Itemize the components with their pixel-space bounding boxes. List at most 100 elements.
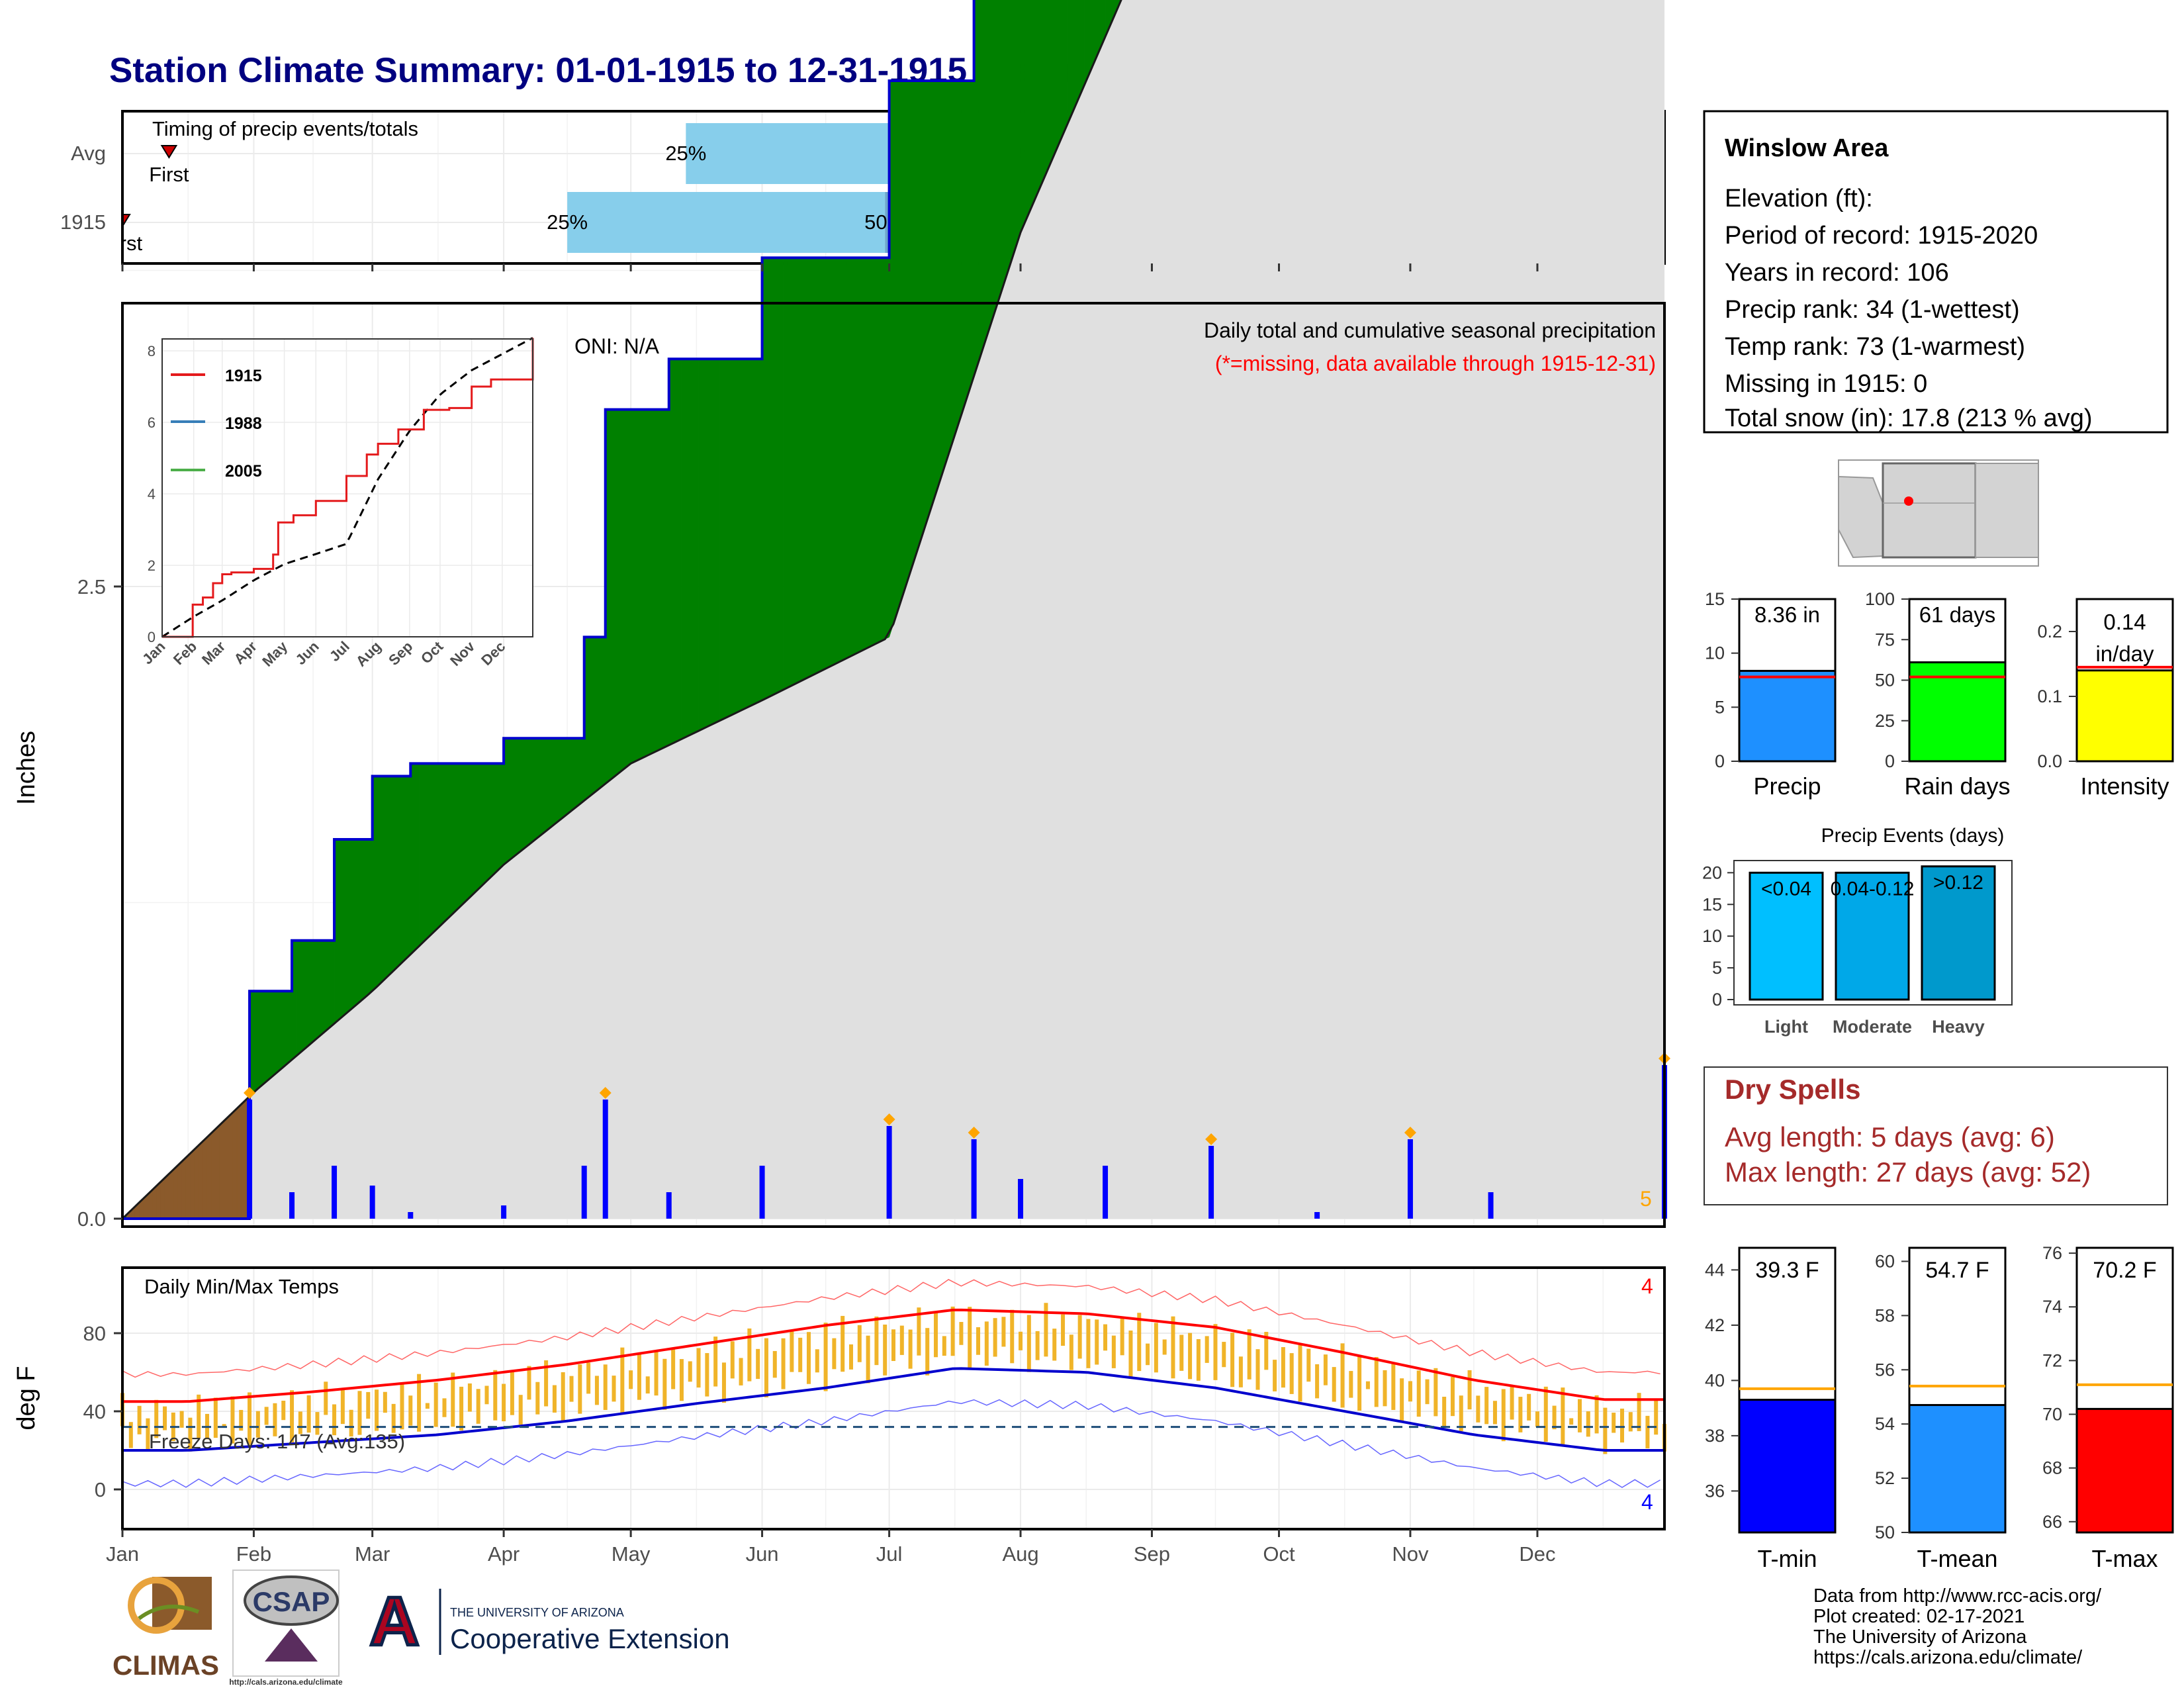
mini-value-2: 0.14 (2103, 610, 2146, 634)
ua-logo-letter: A (369, 1583, 419, 1660)
daily-temp-bar-211 (1010, 1309, 1015, 1364)
departure-area-day-42 (296, 940, 301, 1057)
daily-temp-bar-335 (1535, 1411, 1539, 1427)
departure-area-day-100 (541, 737, 547, 835)
departure-area-day-177 (868, 258, 873, 648)
daily-temp-bar-343 (1569, 1418, 1574, 1425)
mini-tick-1-2: 50 (1875, 671, 1895, 690)
daily-temp-bar-277 (1289, 1353, 1294, 1394)
daily-temp-bar-205 (984, 1321, 989, 1366)
daily-temp-bar-119 (620, 1347, 625, 1415)
departure-area-day-159 (792, 258, 797, 686)
departure-area-day-98 (533, 737, 538, 842)
departure-area-day-212 (1016, 0, 1021, 246)
record-min-line (122, 1399, 1661, 1488)
departure-area-day-150 (753, 358, 758, 705)
station-precip-rank: Precip rank: 34 (1-wettest) (1725, 296, 2020, 324)
temp-summary-value-0: 39.3 F (1755, 1258, 1819, 1283)
events-bar-1 (1835, 871, 1910, 1001)
temp-summary-label-0: T-min (1758, 1545, 1817, 1572)
departure-area-day-119 (622, 409, 627, 771)
departure-area-day-204 (982, 0, 987, 350)
daily-temp-bar-351 (1603, 1407, 1608, 1454)
month-label-10: Nov (1392, 1542, 1429, 1566)
departure-area-day-154 (770, 258, 776, 697)
daily-temp-bar-209 (1001, 1317, 1006, 1347)
departure-area-day-21 (206, 1132, 212, 1219)
inset-line-1915 (162, 338, 534, 638)
timing-p25-label-0: 25% (665, 142, 706, 165)
departure-area-day-16 (185, 1152, 191, 1219)
heavy-precip-marker-17 (1404, 1127, 1416, 1139)
daily-temp-bar-115 (603, 1364, 608, 1411)
daily-temp-bar-329 (1510, 1386, 1514, 1420)
departure-area-day-57 (359, 839, 365, 1003)
daily-temp-bar-319 (1467, 1370, 1472, 1410)
temp-summary-tick-2-1: 68 (2042, 1458, 2062, 1478)
departure-area-day-135 (690, 358, 695, 735)
daily-temp-bar-255 (1196, 1338, 1201, 1381)
dry-spells-avg: Avg length: 5 days (avg: 6) (1725, 1121, 2055, 1152)
departure-area-day-37 (275, 990, 280, 1075)
mini-tick-2-1: 0.1 (2037, 686, 2062, 706)
legend-1915: 1915 (225, 367, 262, 385)
daily-temp-bar-223 (1061, 1314, 1066, 1346)
daily-temp-bar-137 (696, 1348, 701, 1388)
departure-area-day-46 (312, 940, 318, 1043)
station-period: Period of record: 1915-2020 (1725, 222, 2038, 250)
daily-temp-bar-109 (578, 1364, 582, 1414)
departure-area-day-29 (240, 1100, 246, 1219)
departure-area-day-68 (406, 776, 411, 959)
daily-temp-bar-153 (764, 1338, 768, 1397)
events-bar-0 (1749, 871, 1824, 1001)
departure-area-day-164 (813, 258, 818, 676)
daily-temp-bar-169 (832, 1338, 837, 1370)
departure-area-day-162 (804, 258, 809, 680)
departure-area-day-48 (321, 940, 326, 1035)
daily-temp-bar-191 (925, 1328, 930, 1376)
daily-temp-bar-263 (1230, 1333, 1235, 1387)
daily-temp-bar-141 (713, 1336, 718, 1387)
daily-temp-bar-317 (1459, 1395, 1463, 1432)
daily-temp-bar-287 (1332, 1367, 1336, 1402)
inset-y-tick-3: 6 (148, 414, 156, 431)
daily-temp-bar-225 (1069, 1335, 1073, 1370)
departure-area-day-183 (893, 80, 898, 624)
timing-first-marker-0 (160, 145, 178, 159)
departure-area-day-155 (774, 258, 780, 694)
freeze-days-label: Freeze Days: 147 (Avg:135) (149, 1430, 405, 1453)
daily-temp-bar-27 (230, 1396, 235, 1444)
daily-temp-bar-131 (671, 1348, 676, 1389)
daily-temp-bar-247 (1162, 1339, 1167, 1355)
departure-area-day-198 (956, 80, 962, 429)
departure-area-day-214 (1024, 0, 1030, 223)
daily-temp-bar-271 (1264, 1332, 1269, 1370)
departure-area-day-86 (482, 763, 487, 886)
legend-2005: 2005 (225, 462, 262, 481)
daily-temp-bar-219 (1044, 1303, 1048, 1357)
departure-area-day-108 (575, 737, 580, 808)
departure-area-day-187 (910, 80, 915, 572)
departure-area-day-224 (1067, 0, 1072, 125)
month-label-11: Dec (1519, 1542, 1555, 1566)
oni-label: ONI: N/A (574, 334, 660, 358)
departure-area-day-14 (177, 1161, 182, 1219)
footer-line-university: The University of Arizona (1813, 1626, 2027, 1648)
daily-temp-bar-135 (688, 1361, 692, 1382)
departure-area-day-143 (723, 358, 729, 720)
departure-area-day-67 (402, 776, 407, 963)
daily-temp-bar-333 (1527, 1393, 1531, 1421)
daily-temp-bar-267 (1247, 1329, 1251, 1380)
temp-summary-bar-0 (1738, 1399, 1837, 1534)
daily-temp-bar-213 (1019, 1331, 1023, 1350)
daily-temp-bar-5 (137, 1405, 142, 1434)
heavy-precip-marker-8 (599, 1087, 612, 1099)
footer-line-data: Data from http://www.rcc-acis.org/ (1813, 1585, 2102, 1607)
daily-temp-bar-83 (467, 1383, 472, 1412)
cumulative-1915-line (122, 0, 976, 1220)
daily-precip-bar-2 (289, 1192, 295, 1219)
daily-temp-bar-151 (756, 1348, 760, 1380)
daily-temp-bar-289 (1340, 1343, 1345, 1408)
